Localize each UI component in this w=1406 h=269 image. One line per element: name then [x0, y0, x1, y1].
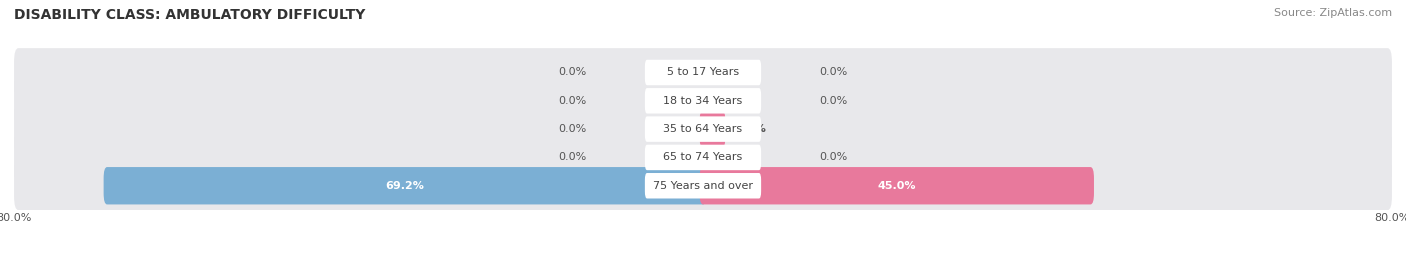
Text: 0.0%: 0.0% [820, 96, 848, 106]
Text: 0.0%: 0.0% [558, 96, 586, 106]
Text: 2.2%: 2.2% [735, 124, 766, 134]
Text: DISABILITY CLASS: AMBULATORY DIFFICULTY: DISABILITY CLASS: AMBULATORY DIFFICULTY [14, 8, 366, 22]
FancyBboxPatch shape [14, 105, 1392, 154]
Text: 45.0%: 45.0% [877, 181, 917, 191]
Text: 35 to 64 Years: 35 to 64 Years [664, 124, 742, 134]
Text: 65 to 74 Years: 65 to 74 Years [664, 153, 742, 162]
Text: 69.2%: 69.2% [385, 181, 425, 191]
FancyBboxPatch shape [645, 145, 761, 170]
FancyBboxPatch shape [104, 167, 706, 204]
Text: 0.0%: 0.0% [820, 68, 848, 77]
FancyBboxPatch shape [14, 133, 1392, 182]
Text: 0.0%: 0.0% [820, 153, 848, 162]
Text: 75 Years and over: 75 Years and over [652, 181, 754, 191]
FancyBboxPatch shape [700, 167, 1094, 204]
Text: 18 to 34 Years: 18 to 34 Years [664, 96, 742, 106]
Text: 0.0%: 0.0% [558, 153, 586, 162]
FancyBboxPatch shape [645, 116, 761, 142]
FancyBboxPatch shape [700, 111, 725, 148]
Text: Source: ZipAtlas.com: Source: ZipAtlas.com [1274, 8, 1392, 18]
FancyBboxPatch shape [14, 161, 1392, 210]
FancyBboxPatch shape [645, 88, 761, 114]
Text: 0.0%: 0.0% [558, 68, 586, 77]
FancyBboxPatch shape [14, 76, 1392, 125]
Text: 0.0%: 0.0% [558, 124, 586, 134]
FancyBboxPatch shape [645, 60, 761, 85]
FancyBboxPatch shape [645, 173, 761, 199]
FancyBboxPatch shape [14, 48, 1392, 97]
Text: 5 to 17 Years: 5 to 17 Years [666, 68, 740, 77]
